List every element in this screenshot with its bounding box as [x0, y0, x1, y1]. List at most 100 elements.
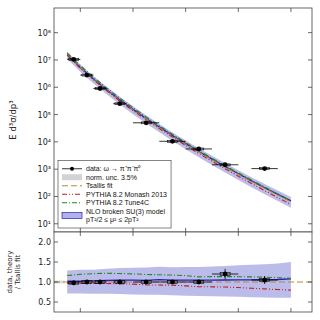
data-point	[170, 280, 175, 285]
x-tick	[80, 228, 81, 232]
data-point	[196, 147, 201, 152]
legend-label-line: norm. unc. 3.5%	[86, 174, 137, 181]
y-tick	[308, 242, 312, 243]
data-point	[98, 280, 103, 285]
x-tick	[238, 308, 239, 312]
y-tick	[54, 32, 58, 33]
y-tick-label: 10³	[38, 165, 51, 174]
data-point	[117, 280, 122, 285]
band	[67, 262, 291, 298]
x-tick	[290, 8, 291, 12]
plot-background	[54, 8, 312, 232]
legend-swatch	[62, 185, 82, 186]
legend-label: NLO broken SU(3) modelpT²/2 ≤ μ² ≤ 2pT²	[86, 208, 165, 225]
x-tick	[80, 8, 81, 12]
legend-swatch	[62, 194, 82, 195]
legend-swatch	[62, 174, 82, 180]
legend-label: PYTHIA 8.2 Tune4C	[86, 199, 149, 206]
data-point	[98, 86, 103, 91]
y-tick	[54, 242, 58, 243]
legend-label-line: NLO broken SU(3) model	[86, 208, 165, 216]
plot-area	[67, 52, 291, 208]
y-tick-label: 10⁸	[38, 29, 51, 38]
line	[67, 273, 291, 278]
y-tick	[308, 141, 312, 142]
y-tick	[54, 114, 58, 115]
y-axis-label-line: data, theory	[6, 250, 14, 293]
legend: data: ω → π⁺π⁻π⁰ norm. unc. 3.5%Tsallis f…	[58, 161, 171, 229]
x-tick	[132, 232, 133, 236]
y-tick	[308, 87, 312, 88]
data-point	[223, 272, 228, 277]
x-tick	[290, 232, 291, 236]
y-tick-label: 10²	[38, 192, 51, 201]
data-point	[144, 280, 149, 285]
legend-label-line: Tsallis fit	[86, 182, 113, 189]
data-point	[85, 280, 90, 285]
legend-frame	[58, 161, 171, 229]
y-tick	[308, 302, 312, 303]
y-tick-label: 10⁵	[38, 111, 51, 120]
y-axis-label: data, theory/ Tsallis fit	[6, 250, 23, 293]
line	[67, 55, 291, 204]
x-tick	[132, 308, 133, 312]
y-tick	[308, 262, 312, 263]
y-tick	[308, 196, 312, 197]
y-tick-label: 10⁶	[38, 83, 51, 92]
data-point	[144, 120, 149, 125]
y-tick	[54, 87, 58, 88]
data-point	[170, 139, 175, 144]
data-point	[71, 57, 76, 62]
x-tick	[185, 228, 186, 232]
legend-label-line: data: ω → π⁺π⁻π⁰	[86, 165, 141, 172]
data-point	[196, 280, 201, 285]
y-tick	[54, 262, 58, 263]
data-point	[71, 280, 76, 285]
y-tick	[54, 302, 58, 303]
data-point	[262, 278, 267, 283]
x-tick	[80, 308, 81, 312]
y-axis-label-line: E d³σ/dp³	[8, 100, 18, 139]
y-tick	[308, 114, 312, 115]
plot-frame	[54, 8, 312, 232]
x-tick	[132, 228, 133, 232]
x-tick	[185, 8, 186, 12]
reference-line	[54, 281, 312, 282]
y-tick	[54, 223, 58, 224]
plot-area	[54, 262, 312, 298]
x-tick	[290, 228, 291, 232]
legend-label: PYTHIA 8.2 Monash 2013	[86, 191, 167, 198]
y-tick	[308, 282, 312, 283]
plot-background	[54, 232, 312, 312]
y-tick	[54, 196, 58, 197]
legend-swatch	[62, 202, 82, 203]
legend-label: norm. unc. 3.5%	[86, 174, 137, 181]
x-tick	[290, 308, 291, 312]
legend-label: data: ω → π⁺π⁻π⁰	[86, 165, 141, 172]
y-tick-label: 1.5	[38, 258, 51, 267]
y-tick	[308, 32, 312, 33]
y-tick-label: 10⁴	[38, 138, 51, 147]
legend-swatch	[70, 167, 74, 171]
y-tick	[308, 169, 312, 170]
plot-frame	[54, 232, 312, 312]
y-tick-label: 10¹	[38, 220, 51, 229]
y-axis-label-line: / Tsallis fit	[14, 254, 22, 289]
x-tick	[185, 232, 186, 236]
data-point	[223, 162, 228, 167]
y-tick	[54, 169, 58, 170]
x-tick	[132, 8, 133, 12]
legend-label-line: PYTHIA 8.2 Monash 2013	[86, 191, 167, 198]
band	[67, 52, 291, 208]
y-axis-label: E d³σ/dp³	[8, 100, 18, 139]
band-center-line	[67, 55, 291, 201]
y-tick-label: 0.5	[38, 298, 51, 307]
legend-swatch	[62, 213, 82, 219]
data-point	[117, 101, 122, 106]
legend-label: Tsallis fit	[86, 182, 113, 189]
line	[67, 55, 291, 202]
legend-label-line: PYTHIA 8.2 Tune4C	[86, 199, 149, 206]
chart: 10¹10²10³10⁴10⁵10⁶10⁷10⁸E d³σ/dp³data: ω…	[0, 0, 320, 320]
y-tick	[308, 223, 312, 224]
y-tick-label: 2.0	[38, 238, 51, 247]
